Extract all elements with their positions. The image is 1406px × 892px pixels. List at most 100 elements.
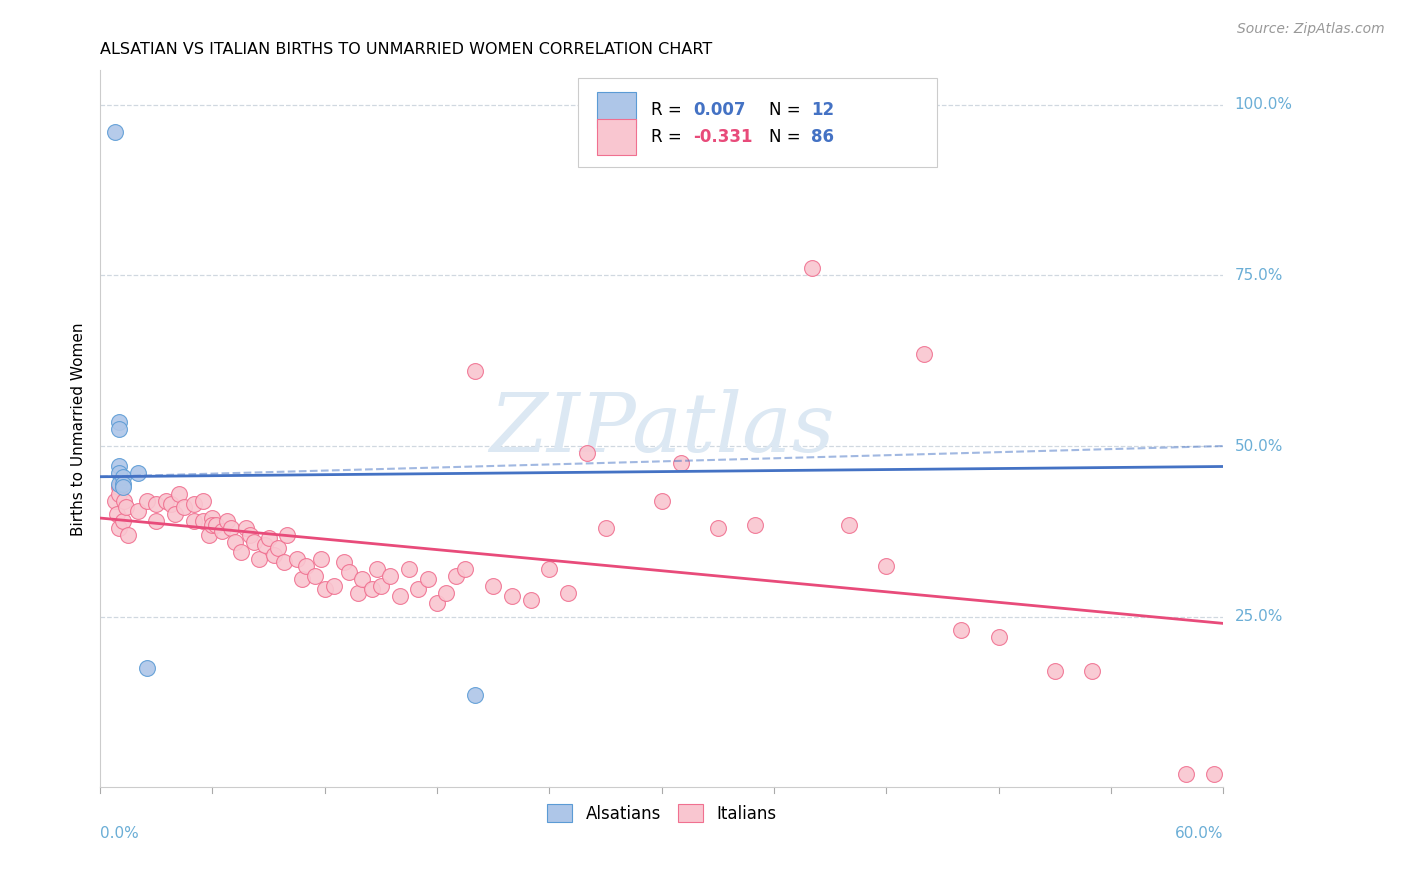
- Point: [295, 558, 318, 573]
- Text: -0.331: -0.331: [693, 128, 752, 146]
- Point: [229, 545, 252, 559]
- Point: [669, 456, 692, 470]
- Point: [239, 528, 262, 542]
- Text: 60.0%: 60.0%: [1175, 826, 1223, 841]
- Point: [454, 562, 477, 576]
- Point: [388, 589, 411, 603]
- Point: [115, 500, 138, 515]
- Point: [1043, 665, 1066, 679]
- Point: [191, 493, 214, 508]
- Point: [163, 508, 186, 522]
- Text: R =: R =: [651, 101, 686, 119]
- Point: [380, 568, 402, 582]
- Point: [595, 521, 617, 535]
- Text: 0.007: 0.007: [693, 101, 745, 119]
- Point: [114, 493, 136, 508]
- FancyBboxPatch shape: [596, 92, 636, 128]
- Point: [160, 497, 183, 511]
- Point: [111, 514, 134, 528]
- Point: [416, 572, 439, 586]
- Point: [337, 566, 360, 580]
- Point: [111, 476, 134, 491]
- Point: [875, 558, 897, 573]
- Point: [366, 562, 388, 576]
- Point: [501, 589, 523, 603]
- Point: [155, 493, 177, 508]
- Point: [136, 493, 159, 508]
- Point: [800, 261, 823, 276]
- Point: [211, 524, 233, 539]
- Point: [276, 528, 298, 542]
- Point: [291, 572, 314, 586]
- Point: [332, 555, 354, 569]
- Point: [217, 514, 239, 528]
- Point: [108, 487, 131, 501]
- Point: [707, 521, 730, 535]
- Point: [127, 467, 149, 481]
- Point: [201, 517, 224, 532]
- Point: [744, 517, 766, 532]
- Point: [482, 579, 505, 593]
- Point: [263, 548, 285, 562]
- Point: [1204, 766, 1226, 780]
- Legend: Alsatians, Italians: Alsatians, Italians: [541, 797, 783, 830]
- Point: [444, 568, 467, 582]
- Text: N =: N =: [769, 128, 806, 146]
- Point: [108, 422, 131, 436]
- Point: [108, 521, 131, 535]
- Point: [201, 510, 224, 524]
- Text: Source: ZipAtlas.com: Source: ZipAtlas.com: [1237, 22, 1385, 37]
- Point: [117, 528, 139, 542]
- Text: R =: R =: [651, 128, 686, 146]
- Text: ZIPatlas: ZIPatlas: [489, 389, 835, 469]
- Point: [111, 469, 134, 483]
- Point: [205, 517, 228, 532]
- Point: [352, 572, 374, 586]
- Point: [304, 568, 326, 582]
- Point: [519, 592, 541, 607]
- Point: [108, 467, 131, 481]
- Point: [111, 480, 134, 494]
- Point: [105, 508, 128, 522]
- Text: ALSATIAN VS ITALIAN BIRTHS TO UNMARRIED WOMEN CORRELATION CHART: ALSATIAN VS ITALIAN BIRTHS TO UNMARRIED …: [100, 42, 713, 57]
- FancyBboxPatch shape: [596, 120, 636, 155]
- Point: [651, 493, 673, 508]
- Point: [257, 531, 280, 545]
- Text: 0.0%: 0.0%: [100, 826, 139, 841]
- Point: [370, 579, 392, 593]
- Point: [360, 582, 382, 597]
- Point: [1175, 766, 1198, 780]
- Point: [253, 538, 276, 552]
- Text: 86: 86: [811, 128, 834, 146]
- Point: [538, 562, 561, 576]
- Text: 75.0%: 75.0%: [1234, 268, 1282, 283]
- Point: [108, 480, 131, 494]
- Point: [145, 514, 167, 528]
- Point: [987, 630, 1010, 644]
- Point: [104, 125, 127, 139]
- Point: [557, 586, 579, 600]
- Point: [347, 586, 370, 600]
- Point: [108, 415, 131, 429]
- Point: [197, 528, 219, 542]
- Point: [912, 347, 935, 361]
- Point: [323, 579, 346, 593]
- Point: [191, 514, 214, 528]
- Point: [575, 446, 598, 460]
- Point: [309, 551, 332, 566]
- Point: [436, 586, 458, 600]
- Point: [183, 514, 205, 528]
- Point: [247, 551, 270, 566]
- Point: [950, 624, 973, 638]
- Point: [1081, 665, 1104, 679]
- Point: [136, 661, 159, 675]
- Point: [219, 521, 242, 535]
- Point: [183, 497, 205, 511]
- Text: 12: 12: [811, 101, 834, 119]
- Point: [108, 476, 131, 491]
- Point: [145, 497, 167, 511]
- Text: 50.0%: 50.0%: [1234, 439, 1282, 453]
- Point: [426, 596, 449, 610]
- Point: [314, 582, 336, 597]
- Text: N =: N =: [769, 101, 806, 119]
